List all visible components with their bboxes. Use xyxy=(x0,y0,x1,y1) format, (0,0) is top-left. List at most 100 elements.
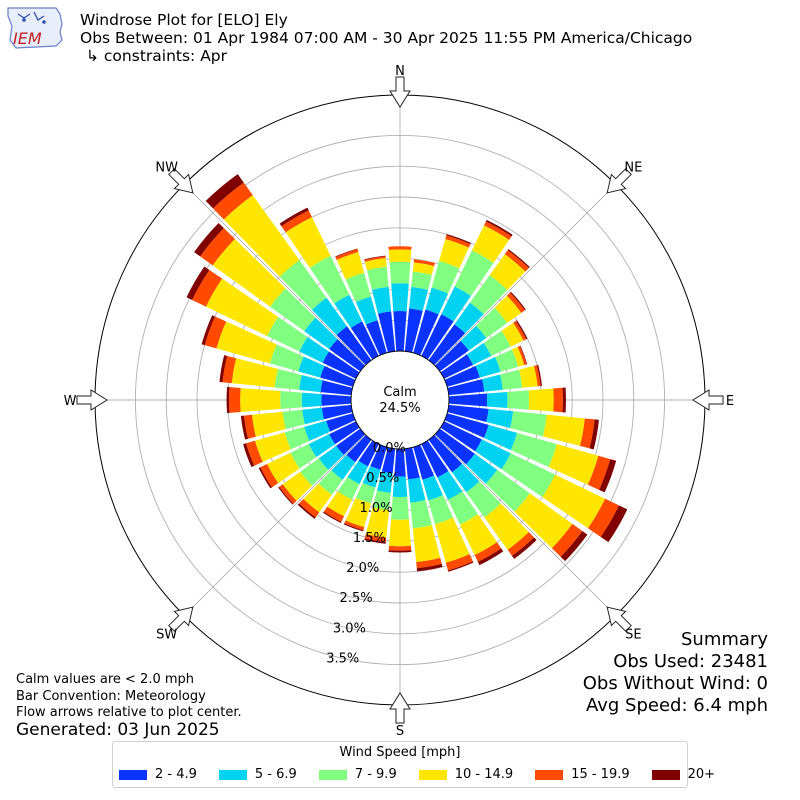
windrose-bar-0-bin2 xyxy=(391,283,409,312)
windrose-bar-110-bin5 xyxy=(587,455,611,490)
windrose-bar-220-bin2 xyxy=(331,454,356,480)
windrose-bar-300-bin1 xyxy=(322,351,360,379)
windrose-bar-290-bin5 xyxy=(204,316,227,349)
windrose-bar-320-bin4 xyxy=(223,195,300,277)
legend-title: Wind Speed [mph] xyxy=(339,745,461,760)
windrose-bar-110-bin3 xyxy=(510,432,557,468)
windrose-bar-220-bin6 xyxy=(297,503,316,519)
windrose-bar-10-bin4 xyxy=(412,262,435,275)
windrose-bar-350-bin4 xyxy=(364,258,387,271)
windrose-bar-350-bin5 xyxy=(364,256,386,262)
windrose-bar-60-bin3 xyxy=(483,330,511,357)
windrose-bar-170-bin2 xyxy=(407,477,426,503)
windrose-bar-330-bin5 xyxy=(281,210,312,233)
windrose-bar-330-bin4 xyxy=(285,217,331,268)
windrose-bar-260-bin4 xyxy=(251,411,286,437)
windrose-bar-160-bin3 xyxy=(428,495,454,525)
windrose-bar-280-bin2 xyxy=(299,374,323,393)
windrose-bar-350-bin1 xyxy=(378,311,396,353)
windrose-bar-240-bin4 xyxy=(267,452,300,484)
windrose-bar-240-bin6 xyxy=(258,467,272,489)
windrose-bar-170-bin6 xyxy=(416,563,443,572)
windrose-bar-70-bin2 xyxy=(475,357,501,378)
windrose-bar-140-bin2 xyxy=(451,463,480,493)
windrose-bar-270-bin3 xyxy=(280,391,302,409)
windrose-bar-90-bin2 xyxy=(486,391,508,409)
windrose-bar-120-bin5 xyxy=(588,498,619,537)
windrose-bar-90-bin4 xyxy=(528,388,554,412)
windrose-bar-20-bin2 xyxy=(425,287,449,315)
windrose-bar-310-bin4 xyxy=(212,238,286,307)
windrose-bar-180-bin4 xyxy=(389,519,411,547)
generated-date: Generated: 03 Jun 2025 xyxy=(16,720,220,740)
windrose-bar-310-bin6 xyxy=(194,222,224,257)
windrose-bar-150-bin3 xyxy=(447,491,478,525)
flow-arrow-shape xyxy=(606,606,632,632)
windrose-bar-340-bin4 xyxy=(336,252,365,280)
windrose-bar-70-bin5 xyxy=(517,345,527,366)
windrose-bar-260-bin3 xyxy=(282,409,305,430)
legend-label: 10 - 14.9 xyxy=(454,767,514,782)
windrose-bar-0-bin5 xyxy=(388,246,412,250)
windrose-bar-140-bin5 xyxy=(507,532,535,556)
windrose-bar-130-bin5 xyxy=(551,523,583,557)
windrose-bar-300-bin6 xyxy=(186,266,210,300)
windrose-bar-200-bin5 xyxy=(344,520,365,531)
windrose-bar-40-bin5 xyxy=(504,250,529,272)
windrose-bar-220-bin4 xyxy=(303,483,332,513)
windrose-bar-250-bin5 xyxy=(246,440,263,466)
windrose-bar-10-bin2 xyxy=(409,286,429,311)
flow-arrow-icon xyxy=(168,168,194,194)
windrose-bar-70-bin4 xyxy=(512,346,525,367)
windrose-bar-80-bin6 xyxy=(537,364,542,386)
grid-spoke xyxy=(434,434,616,616)
bar-convention-note: Bar Convention: Meteorology xyxy=(16,689,206,704)
windrose-bar-320-bin2 xyxy=(311,297,347,335)
windrose-bar-210-bin5 xyxy=(323,506,345,522)
windrose-bar-190-bin5 xyxy=(364,534,387,542)
windrose-bar-10-bin5 xyxy=(413,259,435,266)
windrose-bar-140-bin3 xyxy=(466,481,501,518)
windrose-bar-160-bin2 xyxy=(422,475,443,501)
legend-label: 7 - 9.9 xyxy=(354,767,397,782)
direction-label-ne: NE xyxy=(624,161,642,176)
windrose-bar-340-bin2 xyxy=(355,296,378,325)
windrose-bar-200-bin3 xyxy=(355,482,376,504)
windrose-bar-120-bin6 xyxy=(600,505,628,543)
windrose-bar-260-bin6 xyxy=(240,415,249,440)
windrose-bar-340-bin1 xyxy=(365,320,387,356)
iem-logo: IEM xyxy=(4,4,66,50)
radial-tick-label: 2.5% xyxy=(340,591,373,606)
windrose-bar-100-bin4 xyxy=(542,414,585,446)
windrose-bar-220-bin3 xyxy=(318,470,343,495)
flow-arrows-note: Flow arrows relative to plot center. xyxy=(16,705,242,720)
windrose-bar-310-bin3 xyxy=(270,288,316,332)
windrose-bar-60-bin4 xyxy=(501,322,524,347)
windrose-bar-340-bin3 xyxy=(345,272,371,303)
legend-entry: 15 - 19.9 xyxy=(535,767,630,782)
windrose-bar-170-bin1 xyxy=(404,447,420,480)
windrose-bar-290-bin1 xyxy=(320,365,356,387)
windrose-bar-160-bin5 xyxy=(445,554,473,571)
windrose-bar-210-bin4 xyxy=(327,491,353,517)
windrose-bar-220-bin5 xyxy=(299,498,320,518)
windrose-bar-160-bin4 xyxy=(434,517,470,563)
windrose-bar-70-bin1 xyxy=(444,365,480,387)
legend-entry: 20+ xyxy=(651,767,715,782)
windrose-bar-10-bin3 xyxy=(411,271,432,290)
chart-constraints: ↳ constraints: Apr xyxy=(86,47,228,65)
windrose-bar-0-bin4 xyxy=(388,249,412,263)
windrose-bar-310-bin1 xyxy=(329,339,365,372)
windrose-bar-270-bin2 xyxy=(301,392,322,408)
flow-arrow-shape xyxy=(76,389,108,411)
windrose-bar-210-bin3 xyxy=(337,477,360,500)
windrose-bar-130-bin4 xyxy=(514,493,573,549)
logo-text: IEM xyxy=(13,29,42,48)
legend-entry: 10 - 14.9 xyxy=(418,767,514,782)
windrose-bar-90-bin5 xyxy=(553,387,563,413)
windrose-bar-140-bin1 xyxy=(428,435,463,473)
windrose-bar-320-bin6 xyxy=(205,174,244,209)
flow-arrow-icon xyxy=(606,168,632,194)
windrose-bar-320-bin3 xyxy=(279,260,327,310)
windrose-bar-100-bin1 xyxy=(447,404,489,422)
